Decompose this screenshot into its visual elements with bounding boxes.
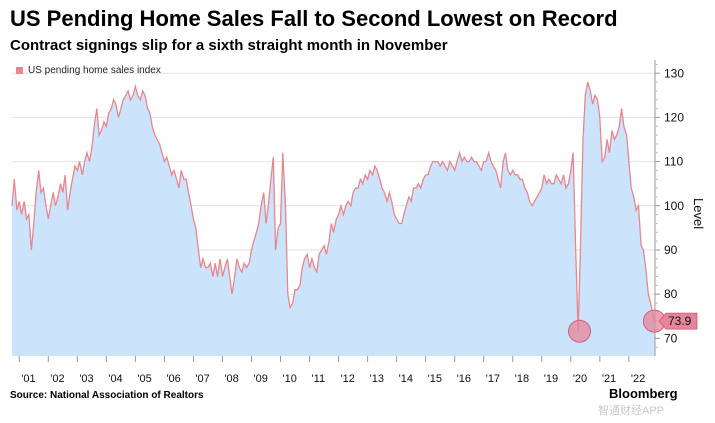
bloomberg-logo: Bloomberg [609,386,678,401]
last-value-label: 73.9 [668,314,692,328]
y-tick-100: 100 [664,199,684,213]
x-tick-'05: '05 [137,373,151,385]
x-tick-'01: '01 [21,373,35,385]
x-tick-'21: '21 [602,373,616,385]
x-tick-'15: '15 [428,373,442,385]
chart-title: US Pending Home Sales Fall to Second Low… [10,6,618,31]
series-line [11,81,656,332]
last-value-tag-shape [658,312,698,330]
y-tick-120: 120 [664,110,684,124]
x-tick-'04: '04 [108,373,122,385]
x-tick-'19: '19 [544,373,558,385]
x-tick-'08: '08 [224,373,238,385]
x-tick-'17: '17 [486,373,500,385]
highlight-marker-1 [568,319,592,343]
chart-subtitle: Contract signings slip for a sixth strai… [10,37,448,54]
y-tick-70: 70 [664,331,678,345]
last-value-tag: 73.9 [658,312,698,330]
x-tick-'10: '10 [283,373,297,385]
x-tick-'02: '02 [50,373,64,385]
legend: US pending home sales index [16,65,161,76]
legend-swatch [16,67,23,74]
y-tick-110: 110 [664,155,683,169]
x-tick-'14: '14 [399,373,413,385]
legend-label: US pending home sales index [28,65,161,76]
highlight-markers [568,309,666,343]
y-tick-80: 80 [664,287,678,301]
x-tick-'18: '18 [515,373,529,385]
x-tick-'07: '07 [195,373,209,385]
x-tick-'22: '22 [631,373,645,385]
y-tick-130: 130 [664,66,684,80]
y-axis-label: Level [691,198,706,229]
x-axis-ticks: '01 '02 '03 '04 '05 '06 '07 '08 '09 '10 '11 '12 '13 '… [18,356,645,385]
y-tick-90: 90 [664,243,678,257]
x-tick-'09: '09 [253,373,267,385]
x-tick-'13: '13 [370,373,384,385]
x-tick-'03: '03 [79,373,93,385]
x-tick-'12: '12 [341,373,355,385]
source-note: Source: National Association of Realtors [10,390,204,401]
x-tick-'20: '20 [573,373,587,385]
x-tick-'06: '06 [166,373,180,385]
series-area [12,82,655,356]
watermark: 智通财经APP [598,405,665,417]
x-tick-'11: '11 [312,373,326,385]
x-tick-'16: '16 [457,373,471,385]
y-axis-ticks: 70 80 90 100 110 120 130 [655,63,684,348]
